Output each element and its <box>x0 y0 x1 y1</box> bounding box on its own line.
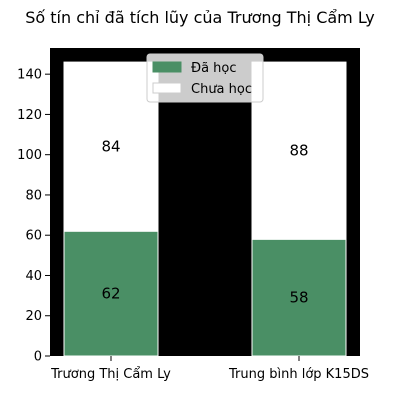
legend-swatch-1 <box>152 82 182 94</box>
bar-da-hoc-1 <box>251 238 347 357</box>
x-tick-label-1: Trung bình lớp K15DS <box>228 367 369 382</box>
bar-chua-hoc-0 <box>63 61 159 232</box>
bar-da-hoc-0 <box>63 230 159 357</box>
y-tick-label-5: 100 <box>17 148 42 163</box>
legend-swatch-0 <box>152 61 182 73</box>
y-tick-label-0: 0 <box>34 350 42 365</box>
data-labels-group: 62 84 58 88 <box>101 138 308 307</box>
bar-chua-hoc-1 <box>251 61 347 240</box>
legend: Đã học Chưa học <box>146 53 264 103</box>
y-tick-label-6: 120 <box>17 108 42 123</box>
y-tick-label-1: 20 <box>25 309 42 324</box>
chart-title: Số tín chỉ đã tích lũy của Trương Thị Cẩ… <box>25 8 375 27</box>
y-tick-label-3: 60 <box>25 229 42 244</box>
data-label-0-0: 62 <box>101 285 120 303</box>
bars-group <box>63 61 347 357</box>
data-label-1-0: 84 <box>101 138 120 156</box>
x-tick-label-0: Trương Thị Cẩm Ly <box>50 367 171 382</box>
y-tick-label-4: 80 <box>25 188 42 203</box>
y-tick-label-2: 40 <box>25 269 42 284</box>
y-tick-label-7: 140 <box>17 68 42 83</box>
x-axis: Trương Thị Cẩm Ly Trung bình lớp K15DS <box>50 356 369 382</box>
legend-label-1: Chưa học <box>191 82 252 97</box>
legend-label-0: Đã học <box>191 61 237 76</box>
y-axis: 0 20 40 60 80 100 120 140 <box>17 68 50 365</box>
data-label-1-1: 88 <box>289 142 308 160</box>
data-label-0-1: 58 <box>289 289 308 307</box>
